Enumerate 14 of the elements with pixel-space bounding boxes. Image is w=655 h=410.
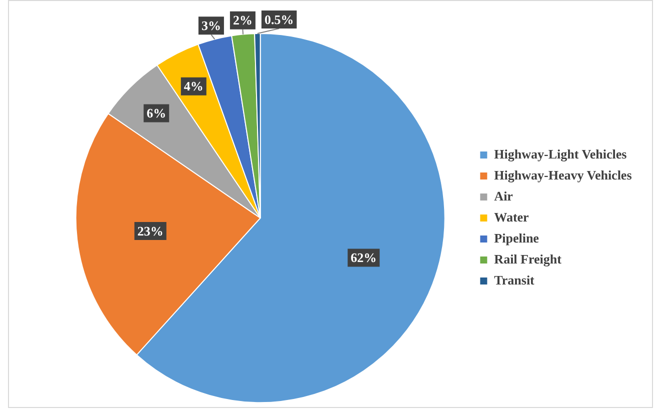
- data-label: 2%: [232, 12, 252, 28]
- data-label: 6%: [146, 106, 166, 121]
- data-label: 3%: [201, 18, 221, 34]
- data-label: 0.5%: [264, 12, 294, 27]
- legend-label: Transit: [494, 272, 536, 288]
- legend-label: Air: [494, 188, 514, 204]
- legend-label: Highway-Light Vehicles: [494, 146, 627, 162]
- data-label: 23%: [137, 223, 164, 238]
- data-label: 62%: [350, 250, 377, 266]
- legend-label: Water: [494, 209, 530, 224]
- legend-label: Rail Freight: [494, 251, 562, 266]
- legend-label: Pipeline: [494, 230, 540, 246]
- data-label: 4%: [184, 78, 204, 94]
- legend-label: Highway-Heavy Vehicles: [494, 167, 632, 182]
